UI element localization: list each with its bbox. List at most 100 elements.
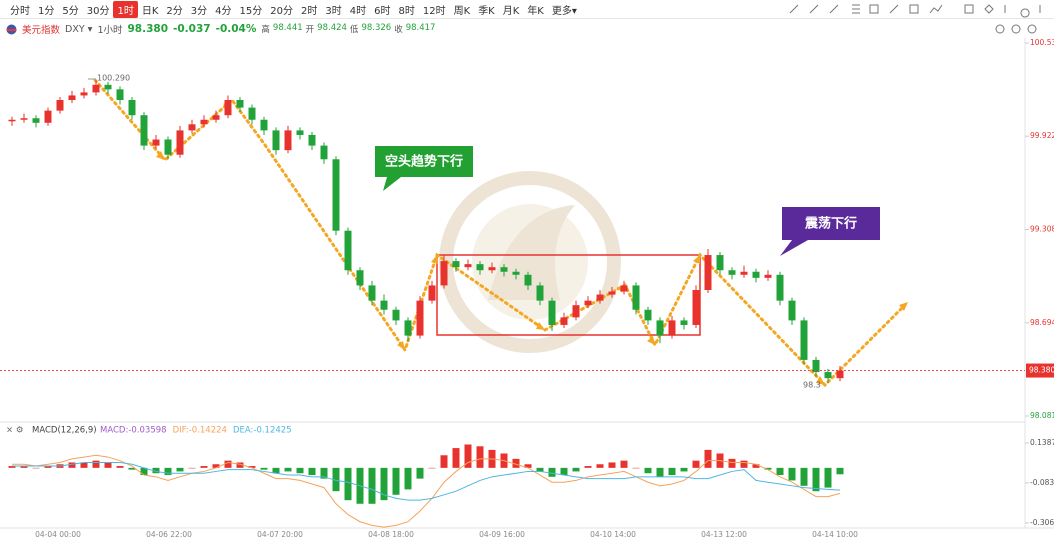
interval-button[interactable]: 3分 (190, 5, 208, 17)
candle-body (392, 309, 400, 321)
macd-bar (704, 449, 712, 468)
x-tick-label: 04-10 14:00 (590, 530, 636, 539)
change: -0.037 (173, 23, 211, 35)
macd-bar (368, 467, 376, 504)
interval-button[interactable]: 1分 (38, 5, 55, 17)
candle-body (656, 320, 664, 336)
interval-button[interactable]: 15分 (239, 5, 263, 17)
macd-legend: DIF:-0.14224 (173, 426, 227, 436)
candle-body (308, 134, 316, 146)
candle-body (500, 267, 508, 272)
candle-body (296, 130, 304, 135)
candle-body (776, 274, 784, 301)
candle-body (548, 300, 556, 325)
name: 美元指数 (22, 25, 61, 36)
symbol[interactable]: DXY ▾ (65, 23, 93, 35)
macd-bar (476, 446, 484, 468)
y-tick-label: 99.922 (1030, 131, 1054, 140)
macd-bar (380, 467, 388, 501)
last-price-label: 98.380 (1029, 366, 1054, 375)
candle-body (620, 285, 628, 292)
candle-body (812, 359, 820, 373)
candle-body (164, 139, 172, 155)
macd-bar (272, 467, 280, 474)
candle-body (140, 115, 148, 146)
interval-button[interactable]: 2时 (301, 5, 318, 17)
macd-bar (128, 467, 136, 470)
interval-button[interactable]: 4时 (349, 5, 367, 17)
interval-button[interactable]: 年K (527, 5, 544, 17)
macd-bar (644, 467, 652, 474)
candle-body (836, 370, 844, 379)
stat-value: 98.424 (317, 23, 347, 33)
interval-button[interactable]: 4分 (215, 5, 232, 17)
interval-button[interactable]: 5分 (62, 5, 79, 17)
macd-bar (464, 444, 472, 468)
interval-button[interactable]: 30分 (86, 5, 110, 17)
macd-bar (68, 462, 76, 468)
trend-arrows (93, 78, 907, 388)
candle-body (416, 300, 424, 336)
macd-bar (140, 467, 148, 476)
interval-button[interactable]: 月K (502, 5, 520, 17)
candle-body (344, 230, 352, 271)
macd-bar (548, 467, 556, 477)
macd-bar (776, 467, 784, 476)
close-icon[interactable]: × ⚙ (6, 426, 23, 436)
macd-title: MACD(12,26,9) (32, 426, 97, 436)
interval-button[interactable]: 周K (453, 5, 471, 17)
macd-bar (236, 462, 244, 468)
x-tick-label: 04-14 10:00 (812, 530, 858, 539)
macd-bar (404, 467, 412, 490)
candle-body (536, 285, 544, 301)
x-tick-label: 04-08 18:00 (368, 530, 414, 539)
candle-body (764, 274, 772, 278)
interval-button[interactable]: 2分 (166, 5, 183, 17)
interval-button[interactable]: 日K (141, 5, 159, 17)
candle-body (236, 99, 244, 108)
macd-bar (452, 448, 460, 468)
candle-body (560, 317, 568, 325)
macd-legend: MACD:-0.03598 (100, 426, 167, 436)
candle-body (404, 320, 412, 336)
macd-bar (152, 467, 160, 474)
candle-body (476, 264, 484, 271)
macd-bar (692, 460, 700, 468)
candle-body (284, 130, 292, 151)
y-tick-label: 99.308 (1030, 225, 1054, 234)
interval-button[interactable]: 季K (478, 5, 495, 17)
candle-body (716, 255, 724, 271)
candle-body (440, 261, 448, 286)
candle-body (644, 309, 652, 321)
interval-button[interactable]: 更多▾ (551, 5, 577, 17)
candle-body (464, 264, 472, 268)
x-tick-label: 04-06 22:00 (146, 530, 192, 539)
macd-bar (680, 467, 688, 472)
candle-body (428, 285, 436, 301)
interval-button[interactable]: 6时 (374, 5, 391, 17)
candle-body (632, 285, 640, 310)
interval-button[interactable]: 8时 (398, 5, 415, 17)
stat-value: 98.326 (361, 23, 392, 33)
candle-body (608, 291, 616, 295)
macd-bar (332, 467, 340, 492)
stat-value: 98.441 (272, 23, 303, 33)
interval-button[interactable]: 12时 (422, 5, 446, 17)
macd-tick-label: 0.13878 (1030, 438, 1054, 447)
callout-2: 震荡下行 (780, 207, 880, 256)
period: 1小时 (97, 25, 123, 36)
macd-bar (812, 467, 820, 492)
interval-button[interactable]: 20分 (270, 5, 294, 17)
macd-bar (32, 467, 40, 469)
x-tick-label: 04-09 16:00 (479, 530, 525, 539)
candle-body (752, 271, 760, 278)
interval-button[interactable]: 1时 (113, 0, 138, 18)
macd-bar (200, 466, 208, 468)
macd-tick-label: -0.30671 (1030, 518, 1054, 527)
macd-bar (116, 466, 124, 468)
interval-button[interactable]: 3时 (325, 5, 342, 17)
macd-bar (788, 467, 796, 481)
macd-bar (512, 458, 520, 468)
candle-body (596, 294, 604, 301)
interval-button[interactable]: 分时 (10, 5, 30, 17)
